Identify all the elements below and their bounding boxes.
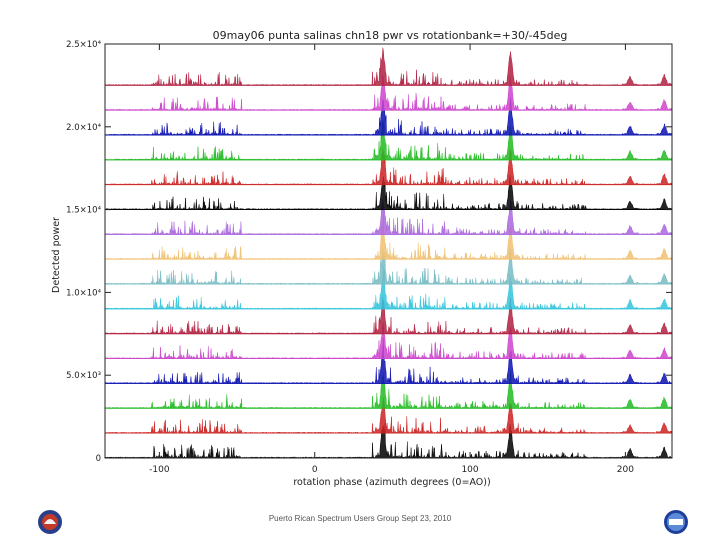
series-trace-9 (104, 209, 673, 260)
traces-group (104, 47, 673, 459)
chart-title: 09may06 punta salinas chn18 pwr vs rotat… (213, 29, 568, 42)
nsf-logo-icon (664, 510, 688, 534)
x-axis-label: rotation phase (azimuth degrees (0=AO)) (293, 477, 490, 488)
x-tick-label: 0 (312, 465, 318, 475)
series-trace-13 (104, 119, 673, 161)
series-trace-10 (104, 198, 673, 235)
series-trace-15 (104, 74, 673, 111)
x-axis: -100 0 100 200 (149, 44, 634, 475)
y-tick-label: 5.0×10³ (66, 371, 101, 381)
series-trace-6 (104, 296, 673, 335)
plot-frame (104, 43, 673, 459)
y-tick-label: 0 (96, 454, 101, 464)
y-tick-label: 2.0×10⁴ (66, 123, 101, 133)
y-tick-label: 2.5×10⁴ (66, 40, 101, 50)
series-trace-8 (104, 248, 673, 285)
series-trace-16 (104, 47, 673, 86)
y-axis-label: Detected power (51, 217, 62, 293)
left-logo-icon (38, 510, 62, 534)
series-trace-4 (104, 338, 673, 385)
series-trace-3 (104, 370, 673, 409)
footer-text: Puerto Rican Spectrum Users Group Sept 2… (268, 514, 452, 523)
series-trace-14 (104, 97, 673, 136)
x-tick-label: -100 (149, 465, 170, 475)
series-trace-2 (104, 397, 673, 434)
x-tick-label: 100 (461, 465, 478, 475)
y-tick-label: 1.5×10⁴ (66, 206, 101, 216)
series-trace-11 (104, 175, 673, 211)
series-trace-5 (104, 321, 673, 360)
y-tick-label: 1.0×10⁴ (66, 288, 101, 298)
series-trace-7 (104, 266, 673, 310)
series-trace-12 (104, 148, 673, 186)
series-trace-1 (104, 423, 673, 459)
y-axis: 0 5.0×10³ 1.0×10⁴ 1.5×10⁴ 2.0×10⁴ 2.5×10⁴ (66, 40, 672, 464)
x-tick-label: 200 (617, 465, 634, 475)
